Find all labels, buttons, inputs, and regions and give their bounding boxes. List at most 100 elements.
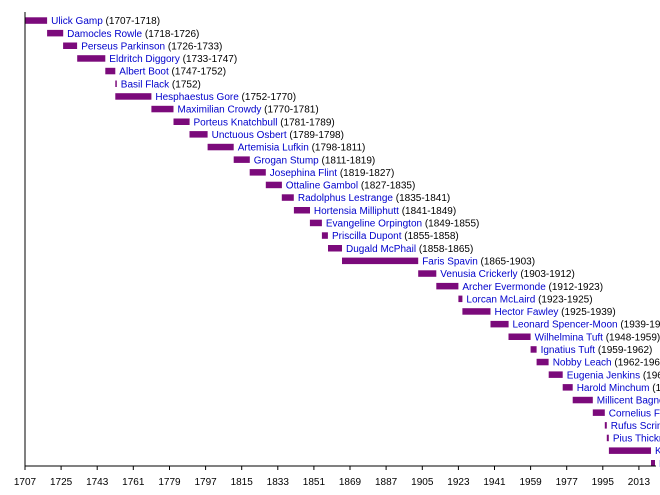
minister-name-link[interactable]: Rufus Scrimgeour bbox=[611, 421, 660, 432]
term-bar bbox=[592, 409, 605, 416]
x-tick-label: 1797 bbox=[194, 477, 217, 488]
term-label: Josephina Flint (1819-1827) bbox=[270, 168, 395, 179]
term-years: (1747-1752) bbox=[169, 67, 226, 78]
term-label: Artemisia Lufkin (1798-1811) bbox=[238, 143, 366, 154]
minister-name-link[interactable]: Millicent Bagnold bbox=[597, 396, 660, 407]
minister-name-link[interactable]: Unctuous Osbert bbox=[212, 130, 287, 141]
term-years: (1912-1923) bbox=[546, 282, 603, 293]
term-label: Harold Minchum (1975-1980) bbox=[577, 383, 660, 394]
term-bar bbox=[418, 270, 437, 277]
minister-name-link[interactable]: Priscilla Dupont bbox=[332, 231, 402, 242]
term-bar bbox=[651, 460, 655, 467]
minister-name-link[interactable]: Hector Fawley bbox=[495, 307, 559, 318]
term-label: Leonard Spencer-Moon (1939-1948) bbox=[513, 320, 660, 331]
minister-name-link[interactable]: Basil Flack bbox=[121, 79, 170, 90]
term-years: (1841-1849) bbox=[399, 206, 456, 217]
term-years: (1962-1968) bbox=[612, 358, 660, 369]
minister-name-link[interactable]: Radolphus Lestrange bbox=[298, 193, 394, 204]
term-years: (1770-1781) bbox=[261, 105, 318, 116]
term-years: (1948-1959) bbox=[603, 332, 660, 343]
term-label: Albert Boot (1747-1752) bbox=[119, 67, 226, 78]
term-bar bbox=[47, 29, 64, 37]
minister-name-link[interactable]: Wilhelmina Tuft bbox=[535, 332, 604, 343]
term-label: Grogan Stump (1811-1819) bbox=[254, 155, 376, 166]
term-bar bbox=[173, 118, 190, 125]
term-label: Faris Spavin (1865-1903) bbox=[422, 257, 535, 268]
term-label: Radolphus Lestrange (1835-1841) bbox=[298, 193, 450, 204]
term-years: (1752-1770) bbox=[239, 92, 296, 103]
term-label: Hesphaestus Gore (1752-1770) bbox=[155, 92, 296, 103]
minister-name-link[interactable]: Damocles Rowle bbox=[67, 29, 142, 40]
minister-name-link[interactable]: Maximilian Crowdy bbox=[178, 105, 262, 116]
minister-name-link[interactable]: Faris Spavin bbox=[422, 257, 478, 268]
term-bar bbox=[321, 232, 328, 239]
minister-name-link[interactable]: Archer Evermonde bbox=[462, 282, 546, 293]
term-bar bbox=[25, 17, 48, 24]
term-label: Nobby Leach (1962-1968) bbox=[553, 358, 660, 369]
term-bar bbox=[606, 434, 609, 442]
minister-name-link[interactable]: Eldritch Diggory bbox=[109, 54, 180, 65]
minister-name-link[interactable]: Dugald McPhail bbox=[346, 244, 416, 255]
x-tick-label: 1977 bbox=[556, 477, 579, 488]
term-years: (1726-1733) bbox=[165, 41, 222, 52]
term-label: Dugald McPhail (1858-1865) bbox=[346, 244, 473, 255]
term-label: Ignatius Tuft (1959-1962) bbox=[541, 345, 653, 356]
minister-name-link[interactable]: Kingsley Shacklebolt bbox=[655, 446, 660, 457]
minister-name-link[interactable]: Josephina Flint bbox=[270, 168, 337, 179]
x-axis: 1707 1725 1743 1761 1779 1797 1815 1833 1851 1869… bbox=[14, 12, 656, 488]
minister-name-link[interactable]: Porteus Knatchbull bbox=[194, 117, 278, 128]
term-years: (1707-1718) bbox=[103, 16, 160, 27]
term-years: (1819-1827) bbox=[337, 168, 394, 179]
term-bar bbox=[115, 80, 117, 87]
term-years: (1968-1975) bbox=[640, 370, 660, 381]
term-years: (1858-1865) bbox=[416, 244, 473, 255]
term-bar bbox=[151, 105, 174, 113]
term-bar bbox=[115, 93, 152, 100]
minister-name-link[interactable]: Ignatius Tuft bbox=[541, 345, 596, 356]
term-label: Wilhelmina Tuft (1948-1959) bbox=[535, 332, 660, 343]
term-years: (1718-1726) bbox=[142, 29, 199, 40]
term-label: Millicent Bagnold (1980-1990) bbox=[597, 396, 660, 407]
term-label: Cornelius Fudge (1990-1996) bbox=[609, 408, 660, 419]
term-years: (1855-1858) bbox=[401, 231, 458, 242]
minister-name-link[interactable]: Leonard Spencer-Moon bbox=[513, 320, 618, 331]
term-years: (1923-1925) bbox=[535, 294, 592, 305]
minister-name-link[interactable]: Hortensia Milliphutt bbox=[314, 206, 399, 217]
term-years: (1939-1948) bbox=[618, 320, 660, 331]
x-tick-label: 1869 bbox=[339, 477, 362, 488]
minister-name-link[interactable]: Eugenia Jenkins bbox=[567, 370, 640, 381]
minister-name-link[interactable]: Ulick Gamp bbox=[51, 16, 103, 27]
term-years: (1959-1962) bbox=[595, 345, 652, 356]
term-label: Hector Fawley (1925-1939) bbox=[495, 307, 616, 318]
term-label: Evangeline Orpington (1849-1855) bbox=[326, 219, 479, 230]
x-tick-label: 1905 bbox=[411, 477, 434, 488]
term-label: Ottaline Gambol (1827-1835) bbox=[286, 181, 416, 192]
minister-name-link[interactable]: Hesphaestus Gore bbox=[155, 92, 239, 103]
term-years: (1925-1939) bbox=[558, 307, 615, 318]
minister-name-link[interactable]: Evangeline Orpington bbox=[326, 219, 422, 230]
minister-name-link[interactable]: Nobby Leach bbox=[553, 358, 612, 369]
minister-name-link[interactable]: Perseus Parkinson bbox=[81, 41, 165, 52]
term-years: (1752) bbox=[169, 79, 201, 90]
term-years: (1781-1789) bbox=[277, 117, 334, 128]
minister-name-link[interactable]: Lorcan McLaird bbox=[466, 294, 535, 305]
x-tick-label: 1833 bbox=[267, 477, 290, 488]
term-bar bbox=[458, 295, 463, 303]
minister-name-link[interactable]: Venusia Crickerly bbox=[440, 269, 517, 280]
x-tick-label: 1941 bbox=[483, 477, 506, 488]
minister-name-link[interactable]: Harold Minchum bbox=[577, 383, 650, 394]
term-bar bbox=[436, 282, 459, 290]
minister-name-link[interactable]: Grogan Stump bbox=[254, 155, 319, 166]
minister-name-link[interactable]: Albert Boot bbox=[119, 67, 169, 78]
x-tick-label: 1995 bbox=[592, 477, 615, 488]
term-bar bbox=[77, 55, 106, 62]
term-bar bbox=[293, 207, 310, 214]
term-years: (1733-1747) bbox=[180, 54, 237, 65]
term-years: (1827-1835) bbox=[358, 181, 415, 192]
minister-name-link[interactable]: Artemisia Lufkin bbox=[238, 143, 309, 154]
minister-name-link[interactable]: Cornelius Fudge bbox=[609, 408, 660, 419]
term-bar bbox=[233, 156, 250, 163]
minister-name-link[interactable]: Ottaline Gambol bbox=[286, 181, 358, 192]
minister-name-link[interactable]: Pius Thicknesse bbox=[613, 434, 660, 445]
term-label: Archer Evermonde (1912-1923) bbox=[462, 282, 603, 293]
